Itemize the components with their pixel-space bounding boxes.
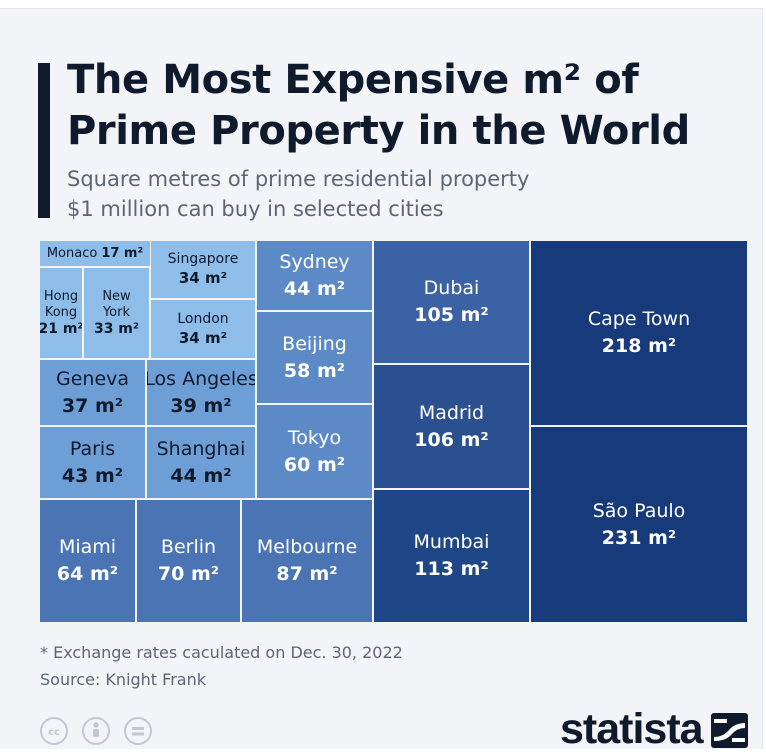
tile-city-label: Melbourne [256, 536, 358, 558]
chart-subtitle-line-1: Square metres of prime residential prope… [67, 167, 530, 191]
tile-value-label: 60 m² [283, 453, 346, 476]
treemap-tile-s-o-paulo: São Paulo 231 m² [531, 427, 749, 624]
treemap-tile-geneva: Geneva 37 m² [40, 360, 147, 427]
tile-city-label: Mumbai [413, 531, 490, 553]
person-icon[interactable] [82, 717, 110, 745]
statista-logo-icon [711, 713, 748, 748]
tile-city-label: London [177, 310, 229, 327]
equals-icon[interactable] [124, 717, 152, 745]
tile-city-label: Paris [69, 437, 116, 460]
tile-value-label: 231 m² [601, 526, 677, 549]
tile-value-label: 21 m² [40, 320, 84, 337]
tile-value-label: 34 m² [178, 328, 228, 347]
cc-icon[interactable]: cc [40, 717, 68, 745]
tile-city-label: York [102, 304, 131, 320]
tile-city-label: Hong [43, 288, 79, 304]
tile-value-label: 44 m² [283, 277, 346, 300]
chart-title-line-1: The Most Expensive m² of [67, 57, 639, 103]
treemap: Monaco 17 m² Hong Kong 21 m² New York 33 m² Sing… [40, 241, 749, 624]
infographic-card: The Most Expensive m² of Prime Property … [0, 8, 763, 753]
tile-city-label: Beijing [282, 332, 347, 355]
tile-value-label: 37 m² [61, 394, 124, 417]
statista-wordmark: statista [560, 705, 704, 753]
treemap-tile-beijing: Beijing 58 m² [257, 312, 374, 405]
chart-subtitle: Square metres of prime residential prope… [67, 164, 707, 224]
tile-city-label: Monaco [46, 246, 98, 261]
chart-title: The Most Expensive m² of Prime Property … [67, 55, 747, 157]
treemap-tile-monaco: Monaco 17 m² [40, 241, 152, 268]
treemap-tile-madrid: Madrid 106 m² [374, 365, 531, 490]
treemap-tile-cape-town: Cape Town 218 m² [531, 241, 749, 427]
tile-city-label: Shanghai [156, 437, 246, 460]
tile-value-label: 34 m² [178, 269, 228, 287]
treemap-tile-new-york: New York 33 m² [84, 268, 151, 360]
treemap-tile-shanghai: Shanghai 44 m² [147, 427, 257, 500]
treemap-tile-singapore: Singapore 34 m² [151, 241, 257, 300]
treemap-tile-hong-kong: Hong Kong 21 m² [40, 268, 84, 360]
tile-city-label: Dubai [423, 277, 480, 299]
treemap-tile-dubai: Dubai 105 m² [374, 241, 531, 365]
tile-city-label: Berlin [160, 536, 217, 558]
tile-value-label: 87 m² [276, 563, 338, 585]
tile-city-label: Kong [44, 304, 78, 320]
tile-city-label: Los Angeles [147, 367, 257, 390]
tile-value-label: 64 m² [56, 563, 119, 585]
tile-city-label: Madrid [418, 401, 485, 424]
treemap-tile-berlin: Berlin 70 m² [137, 500, 242, 624]
treemap-tile-sydney: Sydney 44 m² [257, 241, 374, 312]
title-accent-bar [38, 63, 50, 218]
tile-value-label: 39 m² [170, 394, 232, 417]
treemap-tile-london: London 34 m² [151, 300, 257, 360]
treemap-tile-melbourne: Melbourne 87 m² [242, 500, 374, 624]
tile-value-label: 105 m² [414, 304, 489, 326]
treemap-tile-miami: Miami 64 m² [40, 500, 137, 624]
treemap-tile-paris: Paris 43 m² [40, 427, 147, 500]
tile-value-label: 106 m² [414, 428, 489, 451]
tile-city-label: Tokyo [287, 426, 342, 449]
treemap-tile-mumbai: Mumbai 113 m² [374, 490, 531, 624]
tile-value-label: 44 m² [170, 464, 232, 487]
tile-value-label: 33 m² [93, 320, 140, 337]
chart-subtitle-line-2: $1 million can buy in selected cities [67, 197, 444, 221]
tile-city-label: New [102, 288, 131, 304]
footnote: * Exchange rates caculated on Dec. 30, 2… [40, 639, 403, 693]
source-note: Source: Knight Frank [40, 670, 206, 689]
tile-city-label: Sydney [279, 250, 350, 273]
chart-title-line-2: Prime Property in the World [67, 108, 690, 154]
tile-value-label: 58 m² [283, 359, 346, 382]
tile-city-label: Miami [58, 536, 117, 558]
tile-value-label: 113 m² [414, 558, 489, 580]
exchange-rate-note: * Exchange rates caculated on Dec. 30, 2… [40, 643, 403, 662]
tile-city-label: São Paulo [592, 499, 686, 522]
tile-value-label: 17 m² [101, 246, 144, 261]
svg-text:cc: cc [48, 727, 60, 738]
treemap-tile-tokyo: Tokyo 60 m² [257, 405, 374, 500]
tile-value-label: 43 m² [61, 464, 124, 487]
tile-city-label: Singapore [167, 251, 239, 267]
tile-city-label: Cape Town [587, 308, 691, 330]
tile-city-label: Geneva [55, 367, 130, 390]
tile-value-label: 218 m² [601, 335, 677, 357]
tile-value-label: 70 m² [157, 563, 220, 585]
treemap-tile-los-angeles: Los Angeles 39 m² [147, 360, 257, 427]
